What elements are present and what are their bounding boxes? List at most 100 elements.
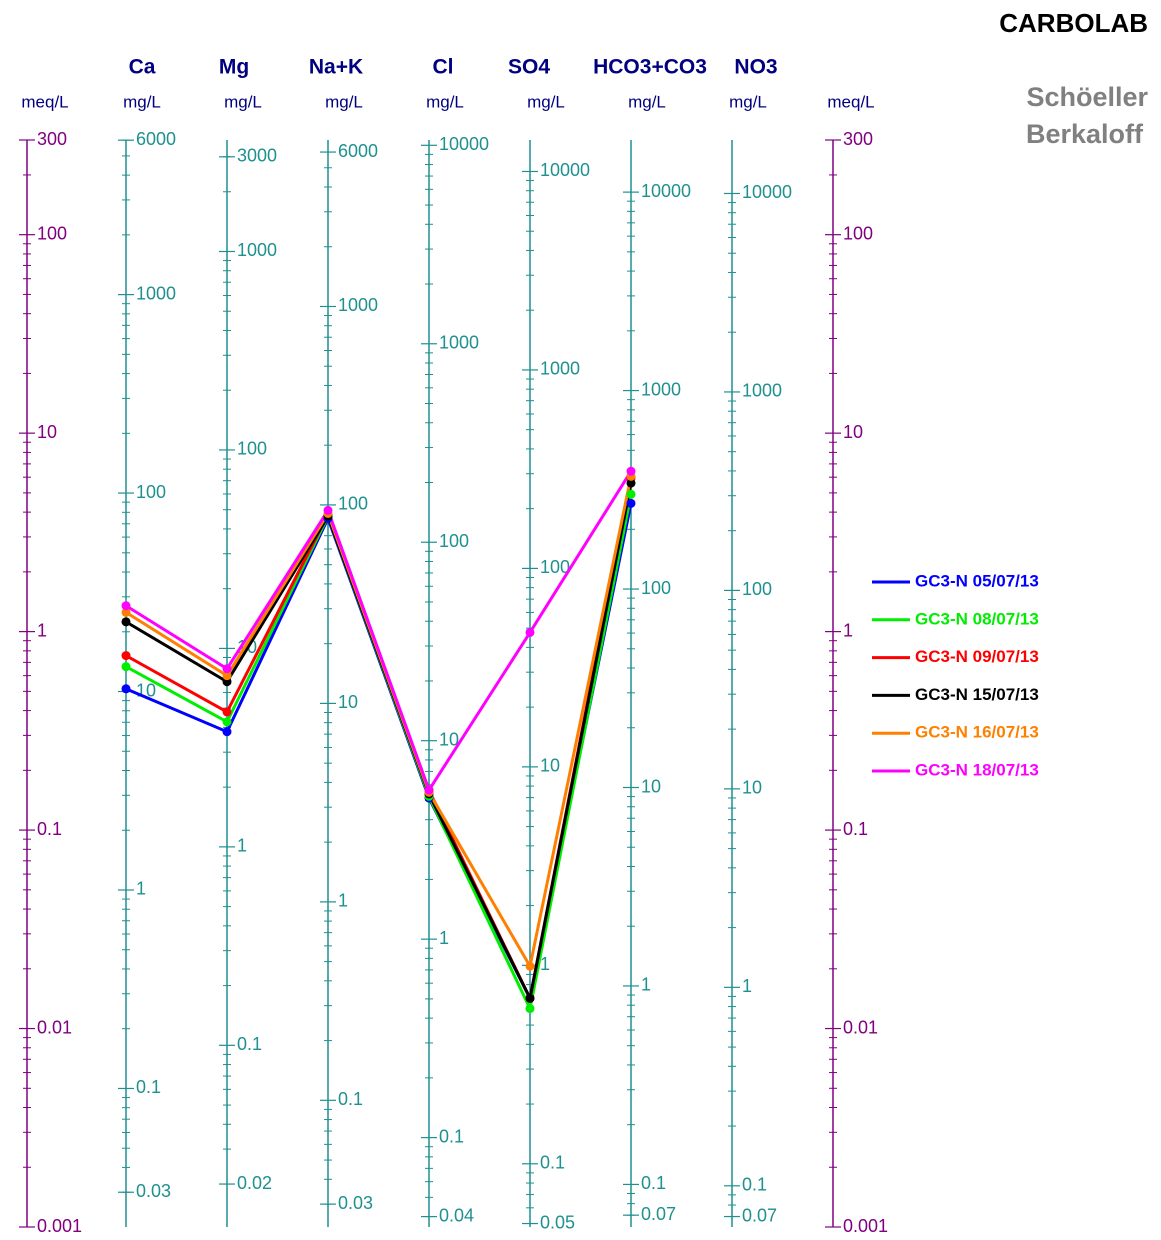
y-tick-label: 10000 — [540, 160, 590, 180]
y-tick-label: 10 — [540, 756, 560, 776]
y-tick-label: 1000 — [641, 379, 681, 399]
data-point — [525, 961, 535, 971]
legend-label: GC3-N 16/07/13 — [915, 723, 1039, 742]
y-tick-label: 0.1 — [338, 1089, 363, 1109]
y-tick-label: 1 — [338, 891, 348, 911]
data-point — [424, 785, 434, 795]
legend-label: GC3-N 08/07/13 — [915, 609, 1039, 628]
data-point — [121, 651, 131, 661]
legend-label: GC3-N 05/07/13 — [915, 571, 1039, 590]
unit-label: mg/L — [729, 92, 767, 111]
y-tick-label: 10000 — [439, 134, 489, 154]
legend-label: GC3-N 18/07/13 — [915, 760, 1039, 779]
data-point — [222, 671, 232, 681]
y-tick-label: 0.01 — [843, 1017, 878, 1037]
y-tick-label: 1000 — [742, 381, 782, 401]
axis-name: SO4 — [508, 56, 550, 79]
y-tick-label: 0.01 — [37, 1017, 72, 1037]
y-tick-label: 1 — [136, 879, 146, 899]
y-tick-label: 0.1 — [742, 1175, 767, 1195]
y-tick-label: 0.04 — [439, 1205, 474, 1225]
axis-name: HCO3+CO3 — [593, 56, 707, 79]
y-tick-label: 1 — [641, 975, 651, 995]
y-tick-label: 100 — [843, 223, 873, 243]
unit-label: mg/L — [123, 92, 161, 111]
y-tick-label: 6000 — [338, 141, 378, 161]
data-point — [222, 664, 232, 674]
data-point — [222, 707, 232, 717]
y-tick-label: 10 — [641, 776, 661, 796]
y-tick-label: 0.03 — [338, 1193, 373, 1213]
unit-label: mg/L — [426, 92, 464, 111]
data-point — [525, 1004, 535, 1014]
data-point — [525, 627, 535, 637]
data-point — [222, 717, 232, 727]
series-line — [125, 503, 633, 1003]
y-tick-label: 0.07 — [742, 1205, 777, 1225]
y-tick-label: 0.001 — [37, 1216, 82, 1236]
data-point — [626, 489, 636, 499]
data-point — [626, 498, 636, 508]
data-point — [626, 478, 636, 488]
y-tick-label: 10 — [843, 422, 863, 442]
y-tick-label: 100 — [338, 494, 368, 514]
unit-label: meq/L — [21, 92, 68, 111]
y-tick-label: 1000 — [237, 240, 277, 260]
y-tick-label: 3000 — [237, 146, 277, 166]
y-tick-label: 10 — [338, 692, 358, 712]
data-point — [121, 684, 131, 694]
y-tick-label: 1 — [742, 976, 752, 996]
axis-name: Cl — [433, 56, 454, 79]
y-tick-label: 10 — [742, 778, 762, 798]
unit-label: meq/L — [827, 92, 874, 111]
y-tick-label: 10 — [439, 729, 459, 749]
y-tick-label: 100 — [540, 557, 570, 577]
y-tick-label: 10000 — [641, 181, 691, 201]
y-tick-label: 300 — [843, 129, 873, 149]
y-tick-label: 6000 — [136, 129, 176, 149]
y-tick-label: 0.1 — [439, 1126, 464, 1146]
y-tick-label: 0.1 — [136, 1077, 161, 1097]
brand: CARBOLAB — [999, 8, 1148, 38]
data-point — [525, 993, 535, 1003]
y-tick-label: 100 — [742, 579, 772, 599]
y-tick-label: 100 — [641, 578, 671, 598]
unit-label: mg/L — [325, 92, 363, 111]
y-tick-label: 1 — [843, 620, 853, 640]
data-point — [121, 617, 131, 627]
unit-label: mg/L — [527, 92, 565, 111]
data-point — [121, 607, 131, 617]
y-tick-label: 0.1 — [540, 1153, 565, 1173]
data-point — [222, 727, 232, 737]
y-tick-label: 100 — [37, 223, 67, 243]
chart-title: Berkaloff — [1026, 119, 1144, 149]
axis-name: Na+K — [309, 56, 363, 79]
y-tick-label: 10 — [37, 422, 57, 442]
data-point — [626, 466, 636, 476]
unit-label: mg/L — [628, 92, 666, 111]
y-tick-label: 0.05 — [540, 1212, 575, 1232]
y-tick-label: 1 — [540, 954, 550, 974]
unit-label: mg/L — [224, 92, 262, 111]
axis-name: Mg — [219, 56, 249, 79]
y-tick-label: 1 — [439, 928, 449, 948]
y-tick-label: 0.001 — [843, 1216, 888, 1236]
y-tick-label: 300 — [37, 129, 67, 149]
y-tick-label: 1000 — [540, 359, 580, 379]
y-tick-label: 0.1 — [37, 819, 62, 839]
data-point — [323, 505, 333, 515]
y-tick-label: 0.02 — [237, 1173, 272, 1193]
y-tick-label: 0.1 — [843, 819, 868, 839]
y-tick-label: 1000 — [136, 283, 176, 303]
y-tick-label: 10000 — [742, 182, 792, 202]
y-tick-label: 100 — [439, 531, 469, 551]
y-tick-label: 1000 — [338, 295, 378, 315]
axis-name: Ca — [129, 56, 156, 79]
y-tick-label: 1 — [37, 620, 47, 640]
legend-label: GC3-N 09/07/13 — [915, 647, 1039, 666]
y-tick-label: 1 — [237, 836, 247, 856]
data-point — [121, 662, 131, 672]
y-tick-label: 1000 — [439, 333, 479, 353]
y-tick-label: 100 — [136, 482, 166, 502]
